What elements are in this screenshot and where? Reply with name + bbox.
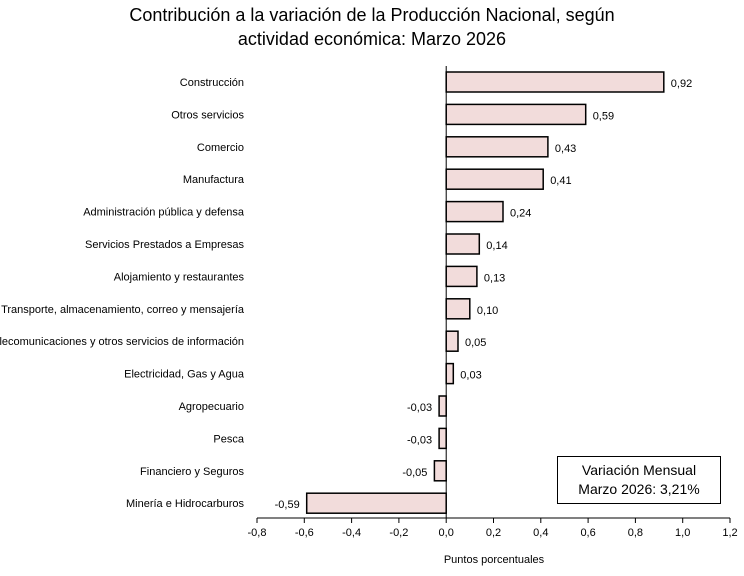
category-label: Otros servicios (171, 109, 244, 121)
data-label: 0,92 (671, 78, 692, 90)
bar (433, 460, 447, 482)
data-label: 0,43 (555, 143, 576, 155)
x-axis-label: Puntos porcentuales (444, 554, 545, 566)
x-tick-label: 0,2 (486, 527, 501, 539)
monthly-variation-title: Variación Mensual (581, 462, 697, 478)
category-label: Administración pública y defensa (83, 207, 245, 219)
data-label: 0,03 (460, 370, 481, 382)
bar (445, 233, 481, 255)
x-tick-label: -0,2 (389, 527, 408, 539)
category-label: Servicios Prestados a Empresas (85, 239, 244, 251)
data-label: 0,24 (510, 208, 531, 220)
chart-title-line-2: actividad económica: Marzo 2026 (237, 29, 507, 49)
x-tick-label: 0,6 (580, 527, 595, 539)
x-tick-label: 1,2 (722, 527, 737, 539)
data-label: 0,59 (593, 110, 614, 122)
x-tick-label: 1,0 (675, 527, 690, 539)
bar (445, 168, 544, 190)
x-tick-label: -0,6 (295, 527, 314, 539)
data-label: 0,41 (550, 175, 571, 187)
bar (438, 395, 447, 417)
bar (445, 136, 549, 158)
monthly-variation-value: Marzo 2026: 3,21% (578, 481, 700, 497)
bar (445, 265, 478, 288)
data-label: -0,03 (407, 402, 432, 414)
category-label: Comercio (197, 142, 244, 154)
category-label: Pesca (213, 433, 244, 445)
x-tick-label: -0,4 (342, 527, 361, 539)
category-label: Minería e Hidrocarburos (126, 498, 244, 510)
data-label: -0,05 (402, 467, 427, 479)
category-label: Financiero y Seguros (140, 466, 244, 478)
chart-title-line-1: Contribución a la variación de la Produc… (129, 5, 615, 25)
data-label: -0,59 (275, 499, 300, 511)
x-tick-label: 0,4 (533, 527, 548, 539)
bar (445, 330, 459, 352)
bar (438, 427, 447, 450)
data-label: 0,13 (484, 272, 505, 284)
bar (305, 492, 447, 514)
category-label: Transporte, almacenamiento, correo y men… (1, 304, 245, 316)
category-label: Agropecuario (179, 401, 244, 413)
bar (445, 298, 471, 320)
x-tick-label: -0,8 (248, 527, 267, 539)
bar (445, 362, 455, 385)
data-label: 0,05 (465, 337, 486, 349)
x-tick-label: 0,8 (628, 527, 643, 539)
category-label: Electricidad, Gas y Agua (124, 369, 245, 381)
bar (445, 71, 665, 93)
category-label: Manufactura (183, 174, 245, 186)
x-tick-label: 0,0 (439, 527, 454, 539)
data-label: 0,10 (477, 305, 498, 317)
monthly-variation-box: Variación Mensual Marzo 2026: 3,21% (557, 456, 721, 504)
data-label: -0,03 (407, 434, 432, 446)
category-label: Construcción (180, 77, 244, 89)
data-label: 0,14 (486, 240, 507, 252)
category-label: Telecomunicaciones y otros servicios de … (0, 336, 244, 348)
bar (445, 200, 504, 223)
category-label: Alojamiento y restaurantes (114, 271, 245, 283)
bar (445, 103, 587, 126)
